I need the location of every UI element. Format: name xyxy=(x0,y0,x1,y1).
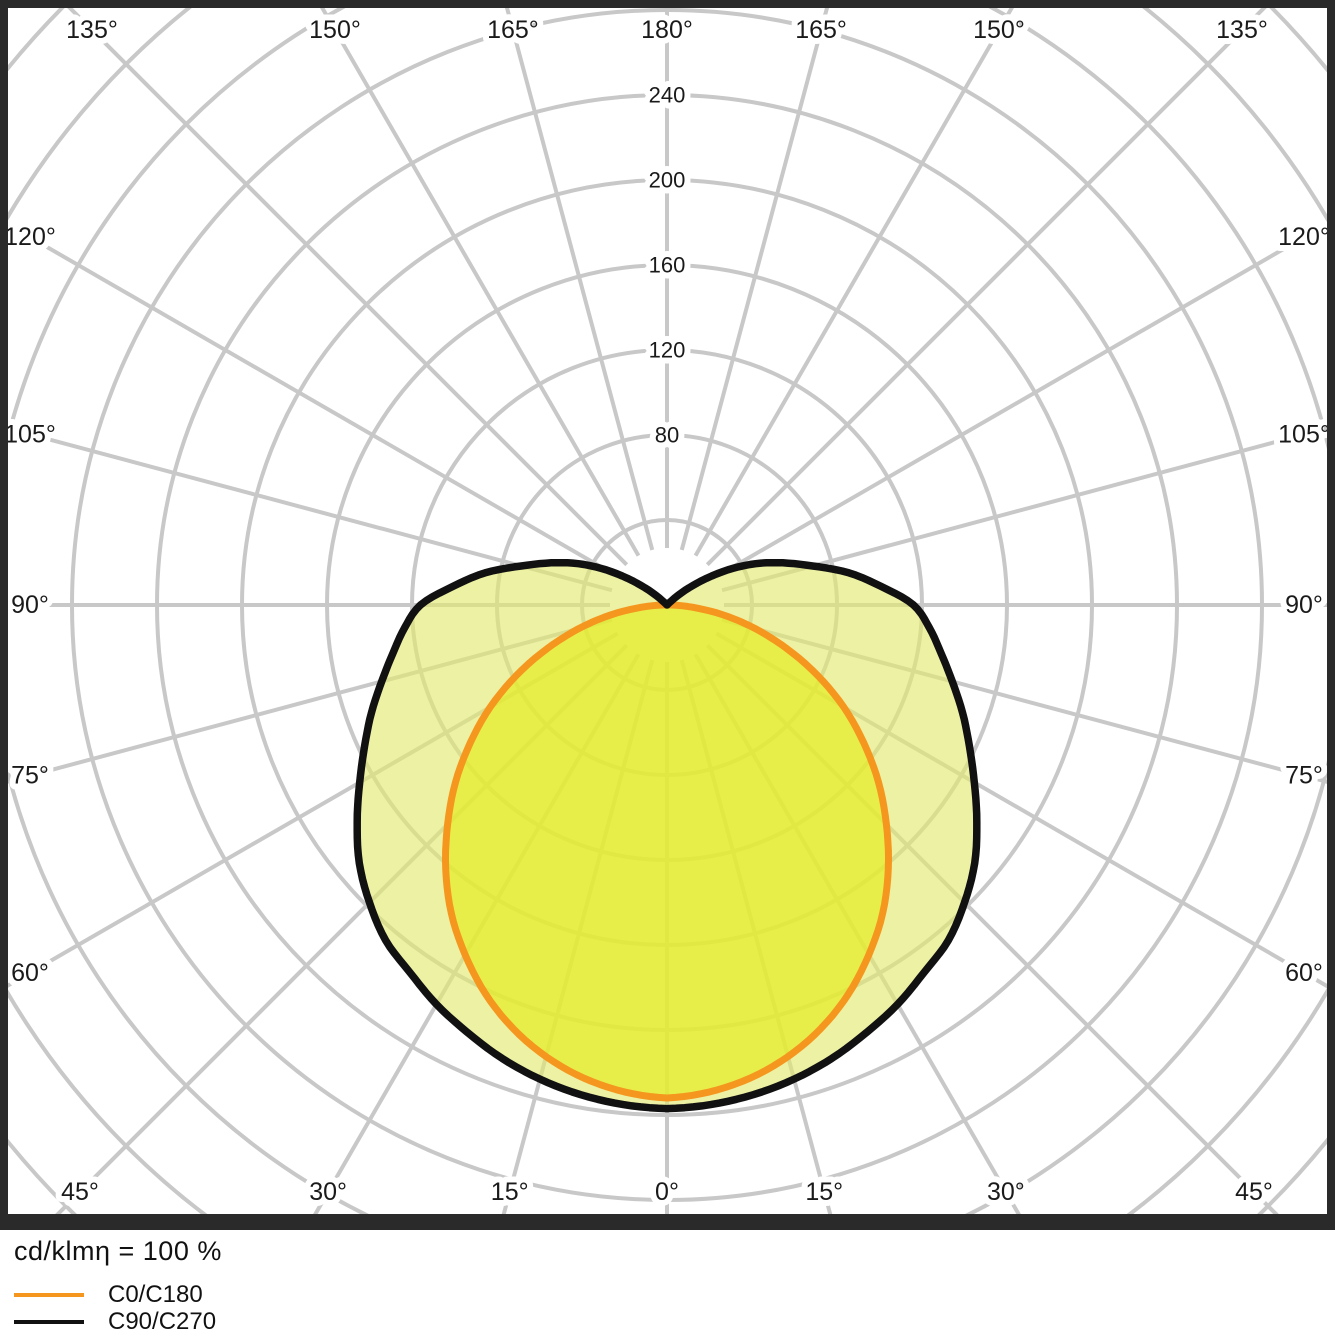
curve-fill-c0-c180 xyxy=(445,605,889,1098)
angle-tick-label: 165° xyxy=(795,16,847,44)
scale-note: cd/klmη = 100 % xyxy=(14,1236,222,1266)
angle-tick-label: 30° xyxy=(987,1178,1025,1206)
polar-grid-spoke xyxy=(705,8,1267,567)
legend-label-c0-c180: C0/C180 xyxy=(108,1280,203,1308)
polar-grid-spoke xyxy=(320,8,641,557)
angle-tick-label: 60° xyxy=(1285,959,1323,987)
angle-tick-label: 0° xyxy=(655,1178,679,1206)
polar-grid-spoke xyxy=(504,8,655,551)
angle-tick-label: 45° xyxy=(61,1178,99,1206)
polar-grid-spoke xyxy=(67,8,629,567)
angle-tick-label: 30° xyxy=(309,1178,347,1206)
angle-tick-label: 135° xyxy=(1216,16,1268,44)
angle-tick-label: 105° xyxy=(4,420,56,448)
polar-grid-spoke xyxy=(679,8,830,551)
legend-row-c90-c270: C90/C270 xyxy=(14,1308,222,1335)
angle-tick-label: 120° xyxy=(1278,223,1330,251)
chart-frame xyxy=(0,0,1335,1230)
polar-grid-spoke xyxy=(8,426,613,593)
legend-label-c90-c270: C90/C270 xyxy=(108,1307,217,1335)
angle-tick-label: 45° xyxy=(1235,1178,1273,1206)
angle-tick-label: 75° xyxy=(1285,762,1323,790)
angle-tick-label: 90° xyxy=(1285,591,1323,619)
radial-tick-label: 160 xyxy=(649,253,686,278)
curve-c90-c270 xyxy=(353,558,981,1113)
angle-tick-label: 150° xyxy=(309,16,361,44)
polar-grid-spoke xyxy=(693,8,1014,557)
angle-tick-label: 15° xyxy=(805,1178,843,1206)
angle-tick-label: 15° xyxy=(491,1178,529,1206)
radial-tick-label: 240 xyxy=(649,83,686,108)
legend-color-swatch-c90-c270 xyxy=(14,1319,84,1324)
angle-tick-label: 135° xyxy=(66,16,118,44)
polar-grid-spoke xyxy=(715,221,1327,579)
angle-tick-label: 150° xyxy=(973,16,1025,44)
legend-items: C0/C180 C90/C270 xyxy=(14,1281,222,1335)
angle-tick-label: 165° xyxy=(487,16,539,44)
radial-tick-label: 120 xyxy=(649,338,686,363)
angle-tick-label: 90° xyxy=(11,591,49,619)
polar-grid-spoke xyxy=(721,426,1327,593)
legend-row-c0-c180: C0/C180 xyxy=(14,1281,222,1308)
radial-tick-label: 80 xyxy=(655,423,679,448)
angle-tick-label: 60° xyxy=(11,959,49,987)
angle-tick-label: 75° xyxy=(11,762,49,790)
radial-tick-label: 200 xyxy=(649,168,686,193)
legend-color-swatch-c0-c180 xyxy=(14,1292,84,1297)
chart-legend: cd/klmη = 100 % C0/C180 C90/C270 xyxy=(14,1236,222,1335)
polar-grid-spoke xyxy=(8,222,619,579)
angle-tick-label: 105° xyxy=(1278,420,1330,448)
angle-tick-label: 120° xyxy=(4,223,56,251)
angle-tick-label: 180° xyxy=(641,16,693,44)
